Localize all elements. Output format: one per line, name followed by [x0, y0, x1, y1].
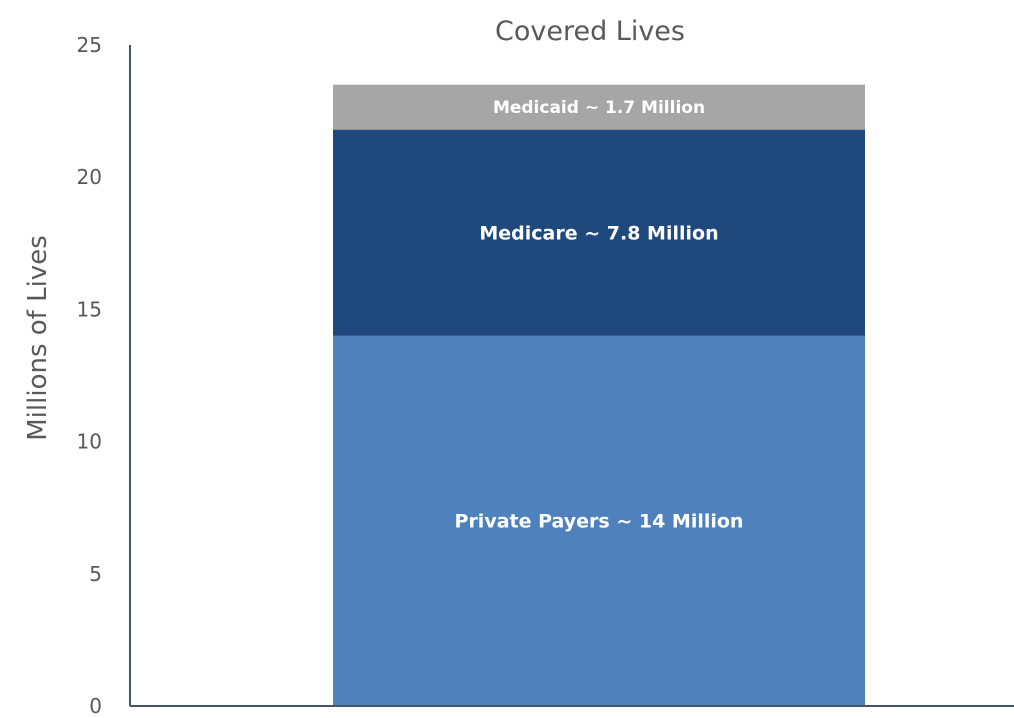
bar-segment — [333, 84, 865, 130]
bar-segment — [333, 129, 865, 336]
bar-segment-label: Medicare ~ 7.8 Million — [479, 222, 718, 244]
y-tick-label: 20 — [77, 165, 102, 189]
chart-title: Covered Lives — [495, 16, 685, 47]
y-tick-label: 25 — [77, 33, 102, 57]
bar-segment-label: Medicaid ~ 1.7 Million — [493, 98, 705, 118]
bar-segment-label: Private Payers ~ 14 Million — [455, 511, 744, 533]
y-axis-ticks: 0 5 10 15 20 25 — [77, 33, 102, 718]
bar-segment — [333, 335, 865, 706]
y-tick-label: 5 — [89, 562, 102, 586]
y-axis-label: Millions of Lives — [23, 235, 53, 441]
y-tick-label: 10 — [77, 430, 102, 454]
y-tick-label: 15 — [77, 297, 102, 321]
y-tick-label: 0 — [89, 694, 102, 718]
stacked-bar: Private Payers ~ 14 Million Medicare ~ 7.… — [333, 84, 865, 706]
